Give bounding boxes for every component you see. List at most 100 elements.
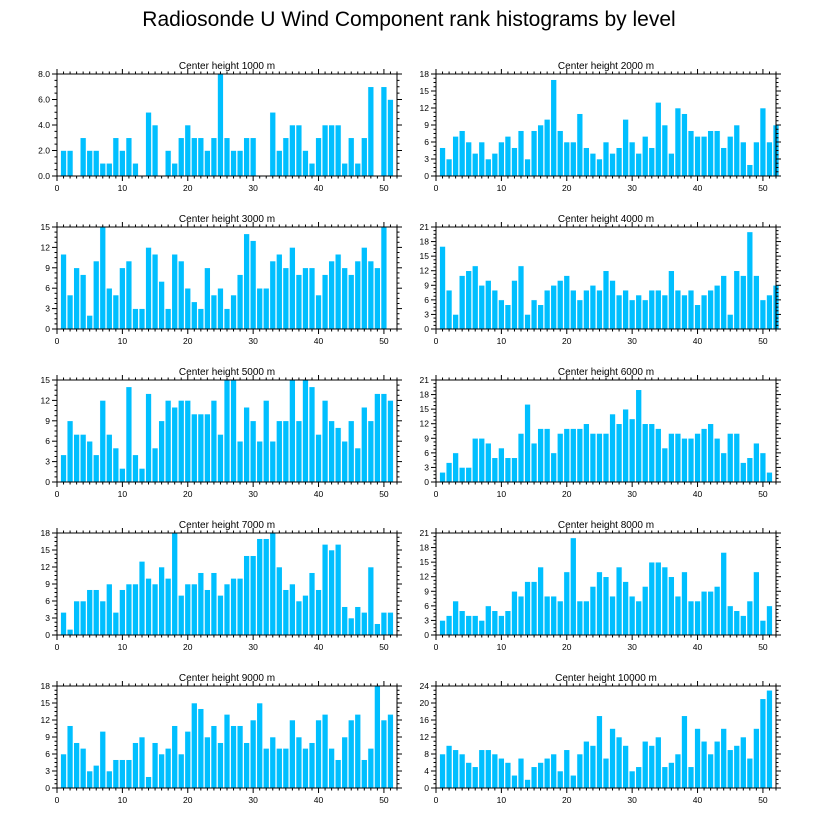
histogram-bar <box>648 289 656 330</box>
histogram-bar <box>217 287 224 330</box>
histogram-bar <box>661 447 669 483</box>
y-tick-label: 0 <box>45 630 50 640</box>
y-tick-label: 6 <box>424 601 429 611</box>
histogram-bar <box>537 304 544 330</box>
histogram-bar <box>655 289 662 330</box>
histogram-bar <box>236 440 244 483</box>
histogram-bar <box>177 260 185 330</box>
histogram-bar <box>648 147 656 177</box>
histogram-bar <box>308 386 316 483</box>
histogram-bar <box>458 610 466 636</box>
x-tick-label: 20 <box>562 795 572 805</box>
histogram-bar <box>700 294 708 330</box>
histogram-bar <box>563 141 571 177</box>
histogram-bar <box>106 287 113 330</box>
histogram-bar <box>79 137 87 177</box>
histogram-bar <box>125 386 133 483</box>
histogram-bar <box>537 124 544 177</box>
histogram-bar <box>615 147 623 177</box>
histogram-bar <box>687 437 695 483</box>
histogram-bar <box>458 467 466 483</box>
histogram-bar <box>197 308 205 330</box>
x-tick-label: 30 <box>248 489 258 499</box>
histogram-bar <box>99 226 107 330</box>
x-tick-label: 40 <box>314 642 324 652</box>
histogram-bar <box>550 284 557 330</box>
histogram-bar <box>661 124 669 177</box>
panel-title: Center height 6000 m <box>558 367 654 378</box>
histogram-bar <box>615 423 623 483</box>
histogram-bar <box>445 158 453 177</box>
histogram-bar <box>504 304 512 330</box>
histogram-bar <box>347 274 355 330</box>
y-tick-label: 6 <box>424 137 429 147</box>
histogram-bar <box>184 400 192 483</box>
x-tick-label: 20 <box>562 183 572 193</box>
histogram-bar <box>517 433 525 483</box>
histogram-bar <box>740 615 747 636</box>
y-tick-label: 8.0 <box>38 69 50 79</box>
histogram-bar <box>504 610 512 636</box>
histogram-bar <box>230 725 237 789</box>
histogram-bar <box>276 420 283 483</box>
histogram-bar <box>602 270 610 330</box>
histogram-bar <box>197 137 205 177</box>
panel-title: Center height 5000 m <box>179 367 275 378</box>
histogram-bar <box>452 749 459 789</box>
x-tick-label: 0 <box>55 642 60 652</box>
histogram-bar <box>583 423 590 483</box>
histogram-bar <box>655 428 662 483</box>
histogram-bar <box>276 566 283 636</box>
histogram-bar <box>138 468 146 483</box>
histogram-bar <box>151 742 159 789</box>
histogram-bar <box>334 759 342 789</box>
histogram-bar <box>628 299 636 330</box>
y-tick-label: 0 <box>424 477 429 487</box>
histogram-bar <box>171 532 178 636</box>
y-tick-label: 15 <box>41 375 51 385</box>
histogram-bar <box>223 308 231 330</box>
histogram-bar <box>191 301 198 330</box>
x-tick-label: 50 <box>379 642 389 652</box>
histogram-bar <box>622 745 629 789</box>
panel-title: Center height 1000 m <box>179 61 275 72</box>
histogram-bar <box>243 406 250 483</box>
histogram-bar <box>60 454 67 483</box>
histogram-bar <box>86 770 93 789</box>
histogram-bar <box>589 433 597 483</box>
histogram-bar <box>478 749 486 789</box>
histogram-bar <box>563 571 571 636</box>
histogram-bar <box>687 289 695 330</box>
histogram-bar <box>73 267 80 330</box>
histogram-bar <box>276 253 283 330</box>
y-tick-label: 3 <box>424 154 429 164</box>
x-tick-label: 20 <box>183 489 193 499</box>
histogram-bar <box>204 736 211 789</box>
histogram-bar <box>315 589 322 636</box>
histogram-bar <box>158 420 165 483</box>
x-tick-label: 40 <box>314 336 324 346</box>
histogram-bar <box>746 757 754 789</box>
histogram-bar <box>119 468 126 483</box>
histogram-bar <box>99 600 107 636</box>
y-tick-label: 9 <box>45 263 50 273</box>
y-tick-label: 15 <box>41 222 51 232</box>
y-tick-label: 12 <box>420 572 430 582</box>
histogram-bar <box>334 253 342 330</box>
x-tick-label: 50 <box>379 336 389 346</box>
histogram-bar <box>256 287 263 330</box>
histogram-bar <box>171 725 178 789</box>
histogram-bar <box>151 253 159 330</box>
histogram-bar <box>191 702 198 789</box>
histogram-bar <box>66 629 74 636</box>
histogram-bar <box>700 428 708 483</box>
histogram-bar <box>687 130 695 177</box>
y-tick-label: 12 <box>420 266 430 276</box>
histogram-bar <box>485 605 492 636</box>
histogram-bar <box>66 294 74 330</box>
histogram-bar <box>66 150 74 177</box>
histogram-bar <box>328 748 335 789</box>
histogram-bar <box>184 731 192 789</box>
histogram-bar <box>367 566 375 636</box>
histogram-bar <box>158 281 165 330</box>
